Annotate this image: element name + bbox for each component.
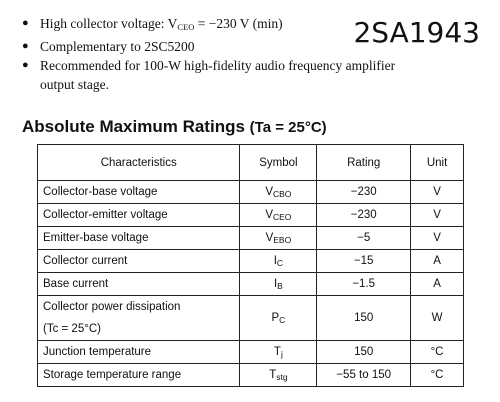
feature-list: ● High collector voltage: VCEO = −230 V … (20, 14, 460, 94)
table-row: Collector power dissipation (Tc = 25°C) … (36, 295, 464, 341)
unit-cell: V (410, 203, 464, 227)
symbol-letter: V (265, 208, 273, 221)
column-header-rating: Rating (316, 144, 412, 181)
symbol-letter: T (273, 345, 281, 358)
unit-cell: V (410, 180, 464, 204)
symbol-subscript: stg (276, 371, 288, 382)
symbol-subscript: j (280, 348, 283, 359)
bullet-icon: ● (22, 40, 29, 52)
symbol-letter: I (273, 254, 277, 267)
characteristic-cell: Junction temperature (36, 340, 241, 364)
feature-text: Complementary to 2SC5200 (40, 39, 195, 54)
rating-cell: −1.5 (316, 272, 412, 296)
bullet-icon: ● (22, 17, 29, 29)
table-row: Storage temperature range Tstg −55 to 15… (36, 363, 464, 387)
symbol-cell: VCEO (239, 203, 318, 227)
feature-item: ● Recommended for 100-W high-fidelity au… (20, 56, 460, 94)
symbol-subscript: CEO (273, 211, 292, 222)
symbol-subscript: CBO (273, 188, 292, 199)
ratings-table: Characteristics Symbol Rating Unit Colle… (36, 144, 464, 387)
section-condition: (Ta = 25°C) (249, 119, 327, 136)
symbol-subscript: EBO (273, 234, 292, 245)
symbol-cell: PC (239, 295, 318, 341)
table-row: Collector current IC −15 A (36, 249, 464, 273)
feature-text-continued: output stage. (40, 77, 109, 92)
symbol-cell: VEBO (239, 226, 318, 250)
table-row: Collector-emitter voltage VCEO −230 V (36, 203, 464, 227)
unit-cell: A (410, 272, 464, 296)
symbol-letter: V (265, 231, 274, 244)
section-title: Absolute Maximum Ratings (Ta = 25°C) (22, 117, 327, 137)
symbol-letter: T (269, 368, 277, 381)
rating-cell: 150 (316, 340, 412, 364)
feature-item: ● Complementary to 2SC5200 (20, 37, 460, 56)
feature-subscript: CEO (177, 22, 195, 32)
table-header-row: Characteristics Symbol Rating Unit (36, 144, 464, 181)
unit-cell: V (410, 226, 464, 250)
rating-cell: −15 (316, 249, 412, 273)
symbol-cell: VCBO (239, 180, 318, 204)
feature-item: ● High collector voltage: VCEO = −230 V … (20, 14, 460, 37)
characteristic-line2: (Tc = 25°C) (43, 323, 101, 335)
table-row: Collector-base voltage VCBO −230 V (36, 180, 464, 204)
unit-cell: °C (410, 340, 464, 364)
section-title-text: Absolute Maximum Ratings (22, 117, 245, 136)
characteristic-cell: Collector current (36, 249, 241, 273)
unit-cell: °C (410, 363, 464, 387)
column-header-symbol: Symbol (239, 144, 318, 181)
symbol-cell: Tstg (239, 363, 318, 387)
unit-cell: A (410, 249, 464, 273)
feature-text: High collector voltage: V (40, 16, 178, 31)
unit-cell: W (410, 295, 464, 341)
rating-cell: −55 to 150 (316, 363, 412, 387)
part-number: 2SA1943 (353, 16, 480, 49)
rating-cell: −5 (316, 226, 412, 250)
feature-text: Recommended for 100-W high-fidelity audi… (40, 58, 396, 73)
symbol-cell: IC (239, 249, 318, 273)
characteristic-cell: Collector-emitter voltage (36, 203, 241, 227)
column-header-characteristics: Characteristics (36, 144, 241, 181)
symbol-subscript: B (277, 280, 283, 291)
table-row: Base current IB −1.5 A (36, 272, 464, 296)
characteristic-cell: Base current (36, 272, 241, 296)
column-header-unit: Unit (410, 144, 464, 181)
characteristic-cell: Emitter-base voltage (36, 226, 241, 250)
rating-cell: −230 (316, 180, 412, 204)
bullet-icon: ● (22, 59, 29, 71)
feature-tail: = −230 V (min) (194, 16, 283, 31)
rating-cell: 150 (316, 295, 412, 341)
table-row: Emitter-base voltage VEBO −5 V (36, 226, 464, 250)
characteristic-cell: Storage temperature range (36, 363, 241, 387)
symbol-subscript: C (276, 257, 284, 268)
rating-cell: −230 (316, 203, 412, 227)
symbol-letter: I (273, 277, 278, 290)
symbol-letter: P (271, 311, 280, 324)
characteristic-line1: Collector power dissipation (43, 301, 181, 313)
symbol-letter: V (265, 185, 273, 198)
symbol-cell: Tj (239, 340, 318, 364)
characteristic-cell: Collector-base voltage (36, 180, 241, 204)
symbol-cell: IB (239, 272, 318, 296)
characteristic-cell: Collector power dissipation (Tc = 25°C) (36, 295, 241, 341)
table-row: Junction temperature Tj 150 °C (36, 340, 464, 364)
symbol-subscript: C (279, 314, 286, 325)
